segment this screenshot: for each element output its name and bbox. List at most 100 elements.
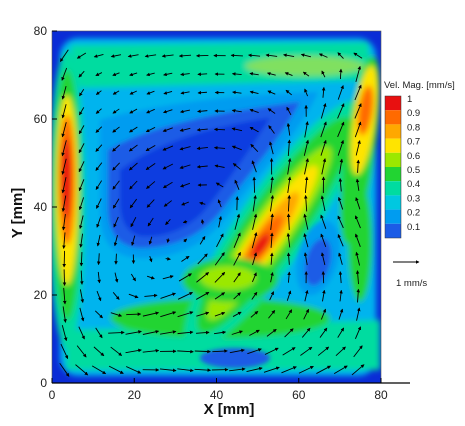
vector-arrow [338, 177, 343, 192]
vector-arrow [94, 310, 103, 319]
vector-arrow [303, 139, 310, 156]
vector-arrow [112, 162, 120, 171]
vector-arrow [165, 218, 171, 226]
reference-vector-label: 1 mm/s [396, 278, 427, 289]
vector-arrow [300, 53, 312, 58]
vector-arrow [354, 233, 361, 247]
vector-arrow [231, 330, 243, 335]
vector-arrow [195, 291, 210, 300]
vector-arrow [78, 125, 85, 135]
vector-arrow [79, 289, 85, 303]
vector-arrow [320, 214, 327, 229]
colorbar-title: Vel. Mag. [mm/s] [384, 80, 455, 91]
vector-arrow [304, 88, 309, 97]
vector-arrow [79, 107, 85, 116]
vector-arrow [304, 121, 309, 138]
vector-arrow [321, 158, 327, 175]
vector-arrow [128, 293, 139, 299]
contour-bottom-slow [200, 348, 270, 368]
colorbar-segment [385, 110, 401, 125]
vector-arrow [304, 289, 309, 302]
vector-arrow [252, 213, 258, 230]
vector-arrow [146, 199, 155, 208]
vector-arrow [337, 233, 344, 247]
vector-arrow [215, 182, 224, 188]
vector-arrow [199, 235, 206, 245]
vector-arrow [160, 311, 177, 318]
vector-arrow [355, 178, 360, 191]
vector-arrow [304, 194, 308, 212]
vector-arrow [180, 91, 190, 95]
vector-arrow [285, 309, 293, 320]
vector-arrow [320, 103, 327, 119]
vector-arrow [354, 215, 361, 229]
vector-arrow [286, 290, 292, 301]
vector-arrow [130, 273, 136, 282]
vector-arrow [147, 217, 154, 227]
vector-arrow [162, 163, 174, 170]
vector-arrow [162, 145, 174, 151]
vector-arrow [267, 108, 276, 114]
vector-arrow [214, 271, 226, 283]
y-tick-label: 60 [34, 112, 48, 126]
vector-arrow [287, 139, 292, 157]
vector-arrow [112, 126, 120, 133]
vector-arrow [96, 198, 102, 209]
vector-arrow [79, 215, 84, 230]
vector-arrow [246, 366, 263, 373]
vector-arrow [178, 54, 192, 58]
vector-arrow [355, 65, 362, 82]
vector-arrow [91, 365, 107, 375]
y-tick-label: 40 [34, 200, 48, 214]
vector-arrow [298, 365, 314, 374]
vector-arrow [320, 139, 327, 156]
vector-arrow [318, 53, 328, 58]
vector-arrow [317, 346, 330, 356]
vector-arrow [217, 199, 222, 208]
vector-arrow [234, 179, 240, 190]
vector-arrow [144, 293, 158, 298]
vector-arrow [319, 327, 328, 338]
vector-arrow [214, 292, 226, 300]
colorbar-tick-label: 0.8 [407, 122, 420, 133]
vector-arrow [320, 308, 327, 320]
y-tick-label: 0 [40, 376, 47, 390]
vector-arrow [250, 310, 259, 318]
vector-arrow [337, 103, 345, 119]
vector-arrow [197, 253, 208, 265]
vector-arrow [160, 292, 176, 299]
vector-arrow [354, 103, 362, 119]
vector-arrow [199, 201, 206, 206]
colorbar-tick-label: 1 [407, 94, 412, 105]
x-tick-label: 20 [128, 388, 142, 402]
vector-arrow [197, 72, 208, 77]
vector-arrow [76, 52, 87, 59]
vector-arrow [337, 52, 344, 59]
colorbar-tick-label: 0.7 [407, 137, 420, 148]
vector-arrow [96, 234, 101, 247]
vector-arrow [286, 232, 291, 248]
vector-arrow [316, 365, 332, 374]
x-tick-label: 60 [292, 388, 306, 402]
vector-arrow [95, 126, 103, 133]
vector-arrow [129, 180, 138, 190]
vector-arrow [200, 219, 205, 225]
vector-arrow [80, 270, 84, 285]
vector-arrow [354, 121, 362, 138]
vector-arrow [287, 271, 291, 283]
vector-arrow [131, 235, 136, 246]
vector-arrow [339, 68, 343, 79]
vector-arrow [178, 273, 192, 282]
vector-arrow [78, 197, 85, 211]
vector-arrow [249, 108, 259, 113]
vector-arrow [129, 126, 138, 133]
vector-arrow [166, 238, 170, 243]
vector-arrow [61, 195, 67, 212]
vector-arrow [160, 330, 177, 335]
vector-arrow [337, 327, 345, 338]
vector-arrow [146, 72, 155, 77]
vector-arrow [112, 72, 120, 77]
vector-arrow [232, 163, 242, 170]
vector-arrow [303, 252, 308, 266]
vector-arrow [162, 275, 174, 280]
